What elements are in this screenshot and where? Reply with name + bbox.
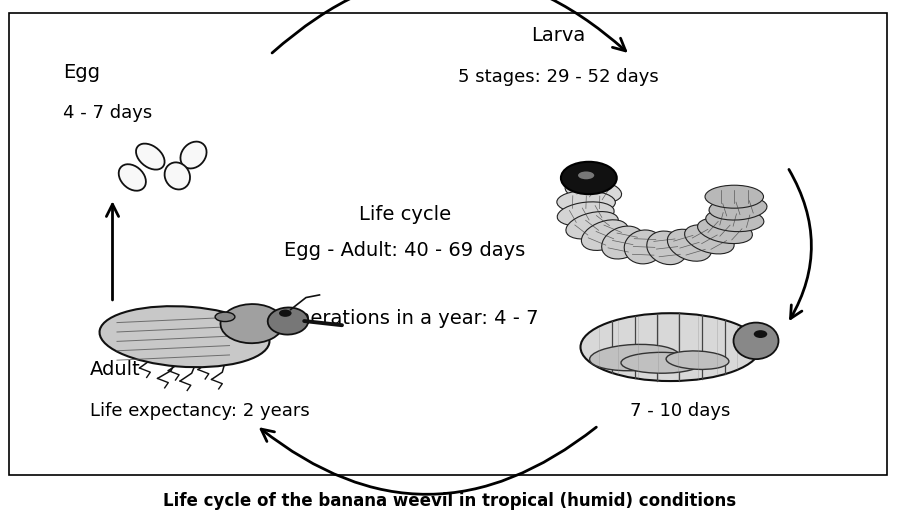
Ellipse shape	[734, 323, 778, 359]
Ellipse shape	[668, 229, 712, 261]
Ellipse shape	[180, 141, 207, 169]
Ellipse shape	[590, 345, 680, 371]
Ellipse shape	[698, 218, 752, 244]
Text: Larva: Larva	[531, 26, 585, 45]
Ellipse shape	[566, 211, 618, 239]
Ellipse shape	[625, 230, 664, 264]
Ellipse shape	[267, 307, 309, 335]
Ellipse shape	[215, 312, 235, 322]
Ellipse shape	[706, 208, 764, 232]
Text: Life cycle: Life cycle	[359, 205, 451, 223]
Ellipse shape	[279, 310, 292, 317]
Ellipse shape	[119, 164, 146, 191]
Ellipse shape	[220, 304, 284, 343]
Ellipse shape	[581, 220, 628, 251]
Ellipse shape	[557, 191, 616, 213]
Ellipse shape	[705, 185, 763, 208]
Ellipse shape	[709, 197, 767, 220]
Ellipse shape	[578, 171, 594, 179]
Ellipse shape	[165, 162, 190, 189]
Ellipse shape	[754, 330, 767, 338]
Ellipse shape	[561, 162, 617, 194]
Ellipse shape	[602, 226, 644, 259]
Text: Adult: Adult	[90, 360, 140, 379]
Text: 7 - 10 days: 7 - 10 days	[630, 402, 731, 420]
Text: Egg: Egg	[63, 63, 100, 81]
Ellipse shape	[565, 179, 622, 204]
Text: Egg - Adult: 40 - 69 days: Egg - Adult: 40 - 69 days	[284, 241, 526, 260]
Ellipse shape	[621, 352, 702, 373]
Ellipse shape	[666, 351, 729, 370]
Ellipse shape	[100, 306, 269, 367]
Ellipse shape	[685, 225, 734, 254]
Ellipse shape	[647, 231, 688, 265]
Ellipse shape	[136, 144, 165, 170]
Text: 5 stages: 29 - 52 days: 5 stages: 29 - 52 days	[457, 68, 659, 86]
Text: Pupa: Pupa	[630, 360, 678, 379]
Text: 4 - 7 days: 4 - 7 days	[63, 104, 152, 122]
Text: Life cycle of the banana weevil in tropical (humid) conditions: Life cycle of the banana weevil in tropi…	[164, 492, 736, 510]
Text: Life expectancy: 2 years: Life expectancy: 2 years	[90, 402, 310, 420]
Ellipse shape	[580, 313, 760, 381]
Bar	[9, 13, 886, 475]
Ellipse shape	[557, 202, 614, 226]
Text: Generations in a year: 4 - 7: Generations in a year: 4 - 7	[271, 309, 539, 328]
